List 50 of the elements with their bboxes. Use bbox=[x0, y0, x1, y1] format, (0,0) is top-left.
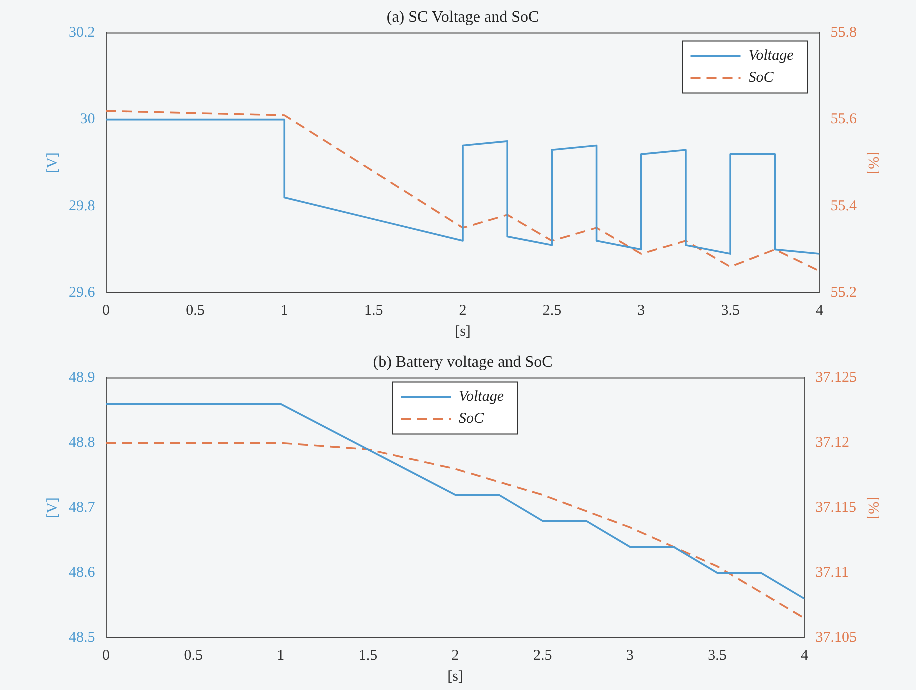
x-tick-label: 2.5 bbox=[542, 302, 562, 319]
y2-tick-label: 55.8 bbox=[830, 25, 857, 42]
x-tick-label: 0.5 bbox=[186, 302, 205, 319]
y-tick-label: 48.7 bbox=[69, 500, 96, 516]
y2-tick-label: 37.11 bbox=[816, 564, 849, 581]
line-series bbox=[106, 442, 805, 620]
x-axis-title: [s] bbox=[455, 324, 471, 340]
y-tick-label: 48.8 bbox=[69, 435, 96, 452]
y-tick-label: 29.8 bbox=[69, 198, 96, 214]
x-axis-title: [s] bbox=[448, 668, 464, 685]
x-tick-label: 3 bbox=[638, 302, 646, 319]
x-tick-label: 2 bbox=[459, 302, 467, 319]
x-tick-label: 4 bbox=[801, 648, 809, 664]
y-tick-label: 48.9 bbox=[69, 370, 96, 386]
x-tick-label: 0 bbox=[102, 302, 110, 319]
y2-tick-label: 55.6 bbox=[830, 112, 858, 128]
x-tick-label: 4 bbox=[816, 302, 824, 319]
x-tick-label: 3 bbox=[626, 648, 634, 664]
chart-title: (b) Battery voltage and SoC bbox=[373, 354, 553, 371]
y2-axis-title: [%] bbox=[865, 152, 882, 174]
x-tick-label: 3.5 bbox=[721, 302, 740, 319]
y2-tick-label: 55.4 bbox=[830, 198, 858, 214]
line-series bbox=[106, 110, 820, 272]
y-tick-label: 30 bbox=[80, 112, 96, 128]
x-tick-label: 2.5 bbox=[533, 648, 552, 664]
x-tick-label: 0.5 bbox=[184, 648, 203, 664]
x-tick-label: 3.5 bbox=[708, 648, 727, 664]
legend-label: Voltage bbox=[748, 48, 794, 64]
legend-label: SoC bbox=[459, 411, 486, 428]
y-axis-title: [V] bbox=[44, 498, 61, 519]
x-tick-label: 1 bbox=[277, 648, 285, 664]
y-tick-label: 29.6 bbox=[69, 284, 96, 301]
legend-label: SoC bbox=[748, 70, 775, 86]
y-tick-label: 48.6 bbox=[69, 564, 96, 581]
legend-label: Voltage bbox=[459, 389, 504, 406]
y2-tick-label: 55.2 bbox=[830, 284, 857, 301]
x-tick-label: 1.5 bbox=[364, 302, 384, 319]
y2-tick-label: 37.105 bbox=[816, 630, 857, 646]
y2-tick-label: 37.115 bbox=[816, 500, 856, 516]
x-tick-label: 1 bbox=[280, 302, 288, 319]
x-tick-label: 1.5 bbox=[358, 648, 378, 664]
x-tick-label: 2 bbox=[452, 648, 460, 664]
y2-tick-label: 37.125 bbox=[816, 370, 857, 386]
y2-axis-title: [%] bbox=[865, 496, 882, 520]
y2-tick-label: 37.12 bbox=[816, 435, 850, 452]
chart-title: (a) SC Voltage and SoC bbox=[386, 8, 540, 26]
y-axis-title: [V] bbox=[44, 152, 61, 174]
y-tick-label: 48.5 bbox=[69, 630, 96, 646]
y-tick-label: 30.2 bbox=[69, 25, 96, 42]
x-tick-label: 0 bbox=[102, 648, 110, 664]
